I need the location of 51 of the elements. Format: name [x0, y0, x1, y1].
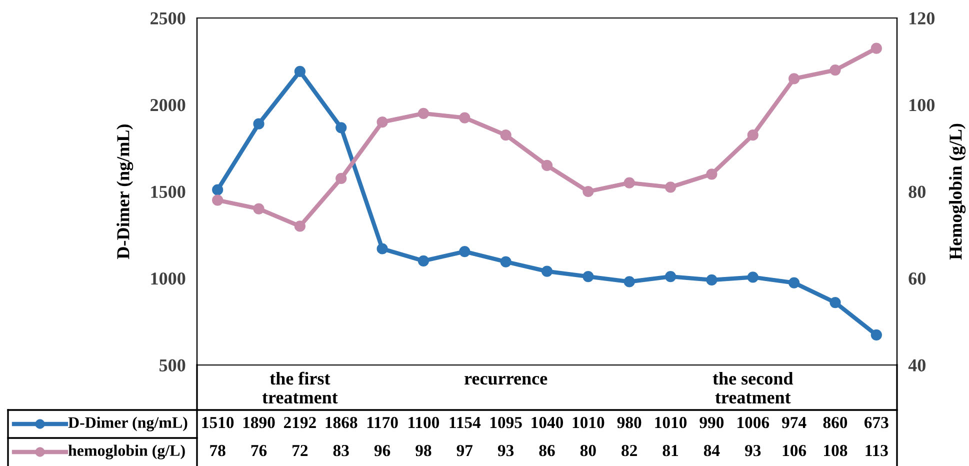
data-label: 113 — [866, 444, 888, 456]
data-label: 1510 — [202, 416, 234, 428]
y-tick-label: 1500 — [151, 186, 186, 198]
data-label: 106 — [782, 444, 806, 456]
y-tick-label: 2500 — [150, 12, 186, 24]
data-label: 673 — [864, 416, 888, 428]
data-label: 1868 — [326, 416, 358, 428]
data-label: 93 — [498, 444, 514, 456]
data-label: 84 — [704, 444, 720, 456]
data-label: 1890 — [243, 416, 275, 428]
legend-label: D-Dimer (ng/mL) — [68, 416, 188, 432]
data-label: 86 — [539, 444, 555, 456]
data-label: 1154 — [450, 417, 481, 428]
data-label: 1006 — [738, 416, 770, 428]
data-label: 1095 — [490, 416, 522, 428]
data-label: 1010 — [655, 416, 687, 428]
data-label: 81 — [662, 444, 678, 456]
y-tick-label: 1000 — [151, 272, 186, 285]
y2-tick-label: 40 — [908, 359, 926, 372]
data-label: 93 — [745, 444, 761, 456]
x-tick-label: the first treatment — [262, 372, 338, 404]
y2-tick-label: 120 — [910, 12, 935, 24]
legend-label: hemoglobin (g/L) — [68, 444, 185, 460]
data-label: 1170 — [367, 416, 398, 428]
data-label: 980 — [617, 416, 642, 428]
data-label: 2192 — [284, 416, 316, 428]
y2-axis-title: Hemoglobin (g/L) — [949, 124, 966, 260]
data-label: 96 — [374, 444, 390, 456]
data-label: 860 — [823, 416, 848, 428]
y-tick-label: 500 — [160, 359, 186, 372]
data-label: 82 — [622, 444, 637, 456]
data-label: 97 — [456, 444, 473, 456]
y-tick-label: 2000 — [150, 99, 186, 112]
y2-tick-label: 100 — [910, 99, 935, 112]
data-label: 80 — [580, 444, 596, 456]
y2-tick-label: 80 — [908, 186, 926, 198]
x-tick-label: the second treatment — [712, 372, 794, 404]
y-axis-title: D-Dimer (ng/mL) — [116, 124, 134, 259]
data-label: 1040 — [532, 416, 564, 428]
y2-tick-label: 60 — [908, 272, 926, 285]
data-label: 72 — [292, 444, 308, 456]
data-label: 78 — [210, 444, 226, 456]
data-label: 108 — [824, 444, 848, 456]
data-label: 98 — [416, 444, 432, 456]
data-label: 990 — [700, 416, 724, 428]
data-label: 76 — [251, 444, 267, 456]
data-label: 974 — [782, 416, 806, 428]
data-label: 83 — [333, 444, 349, 456]
x-tick-label: recurrence — [464, 376, 548, 385]
data-label: 1100 — [408, 416, 440, 428]
data-label: 1010 — [572, 416, 604, 428]
